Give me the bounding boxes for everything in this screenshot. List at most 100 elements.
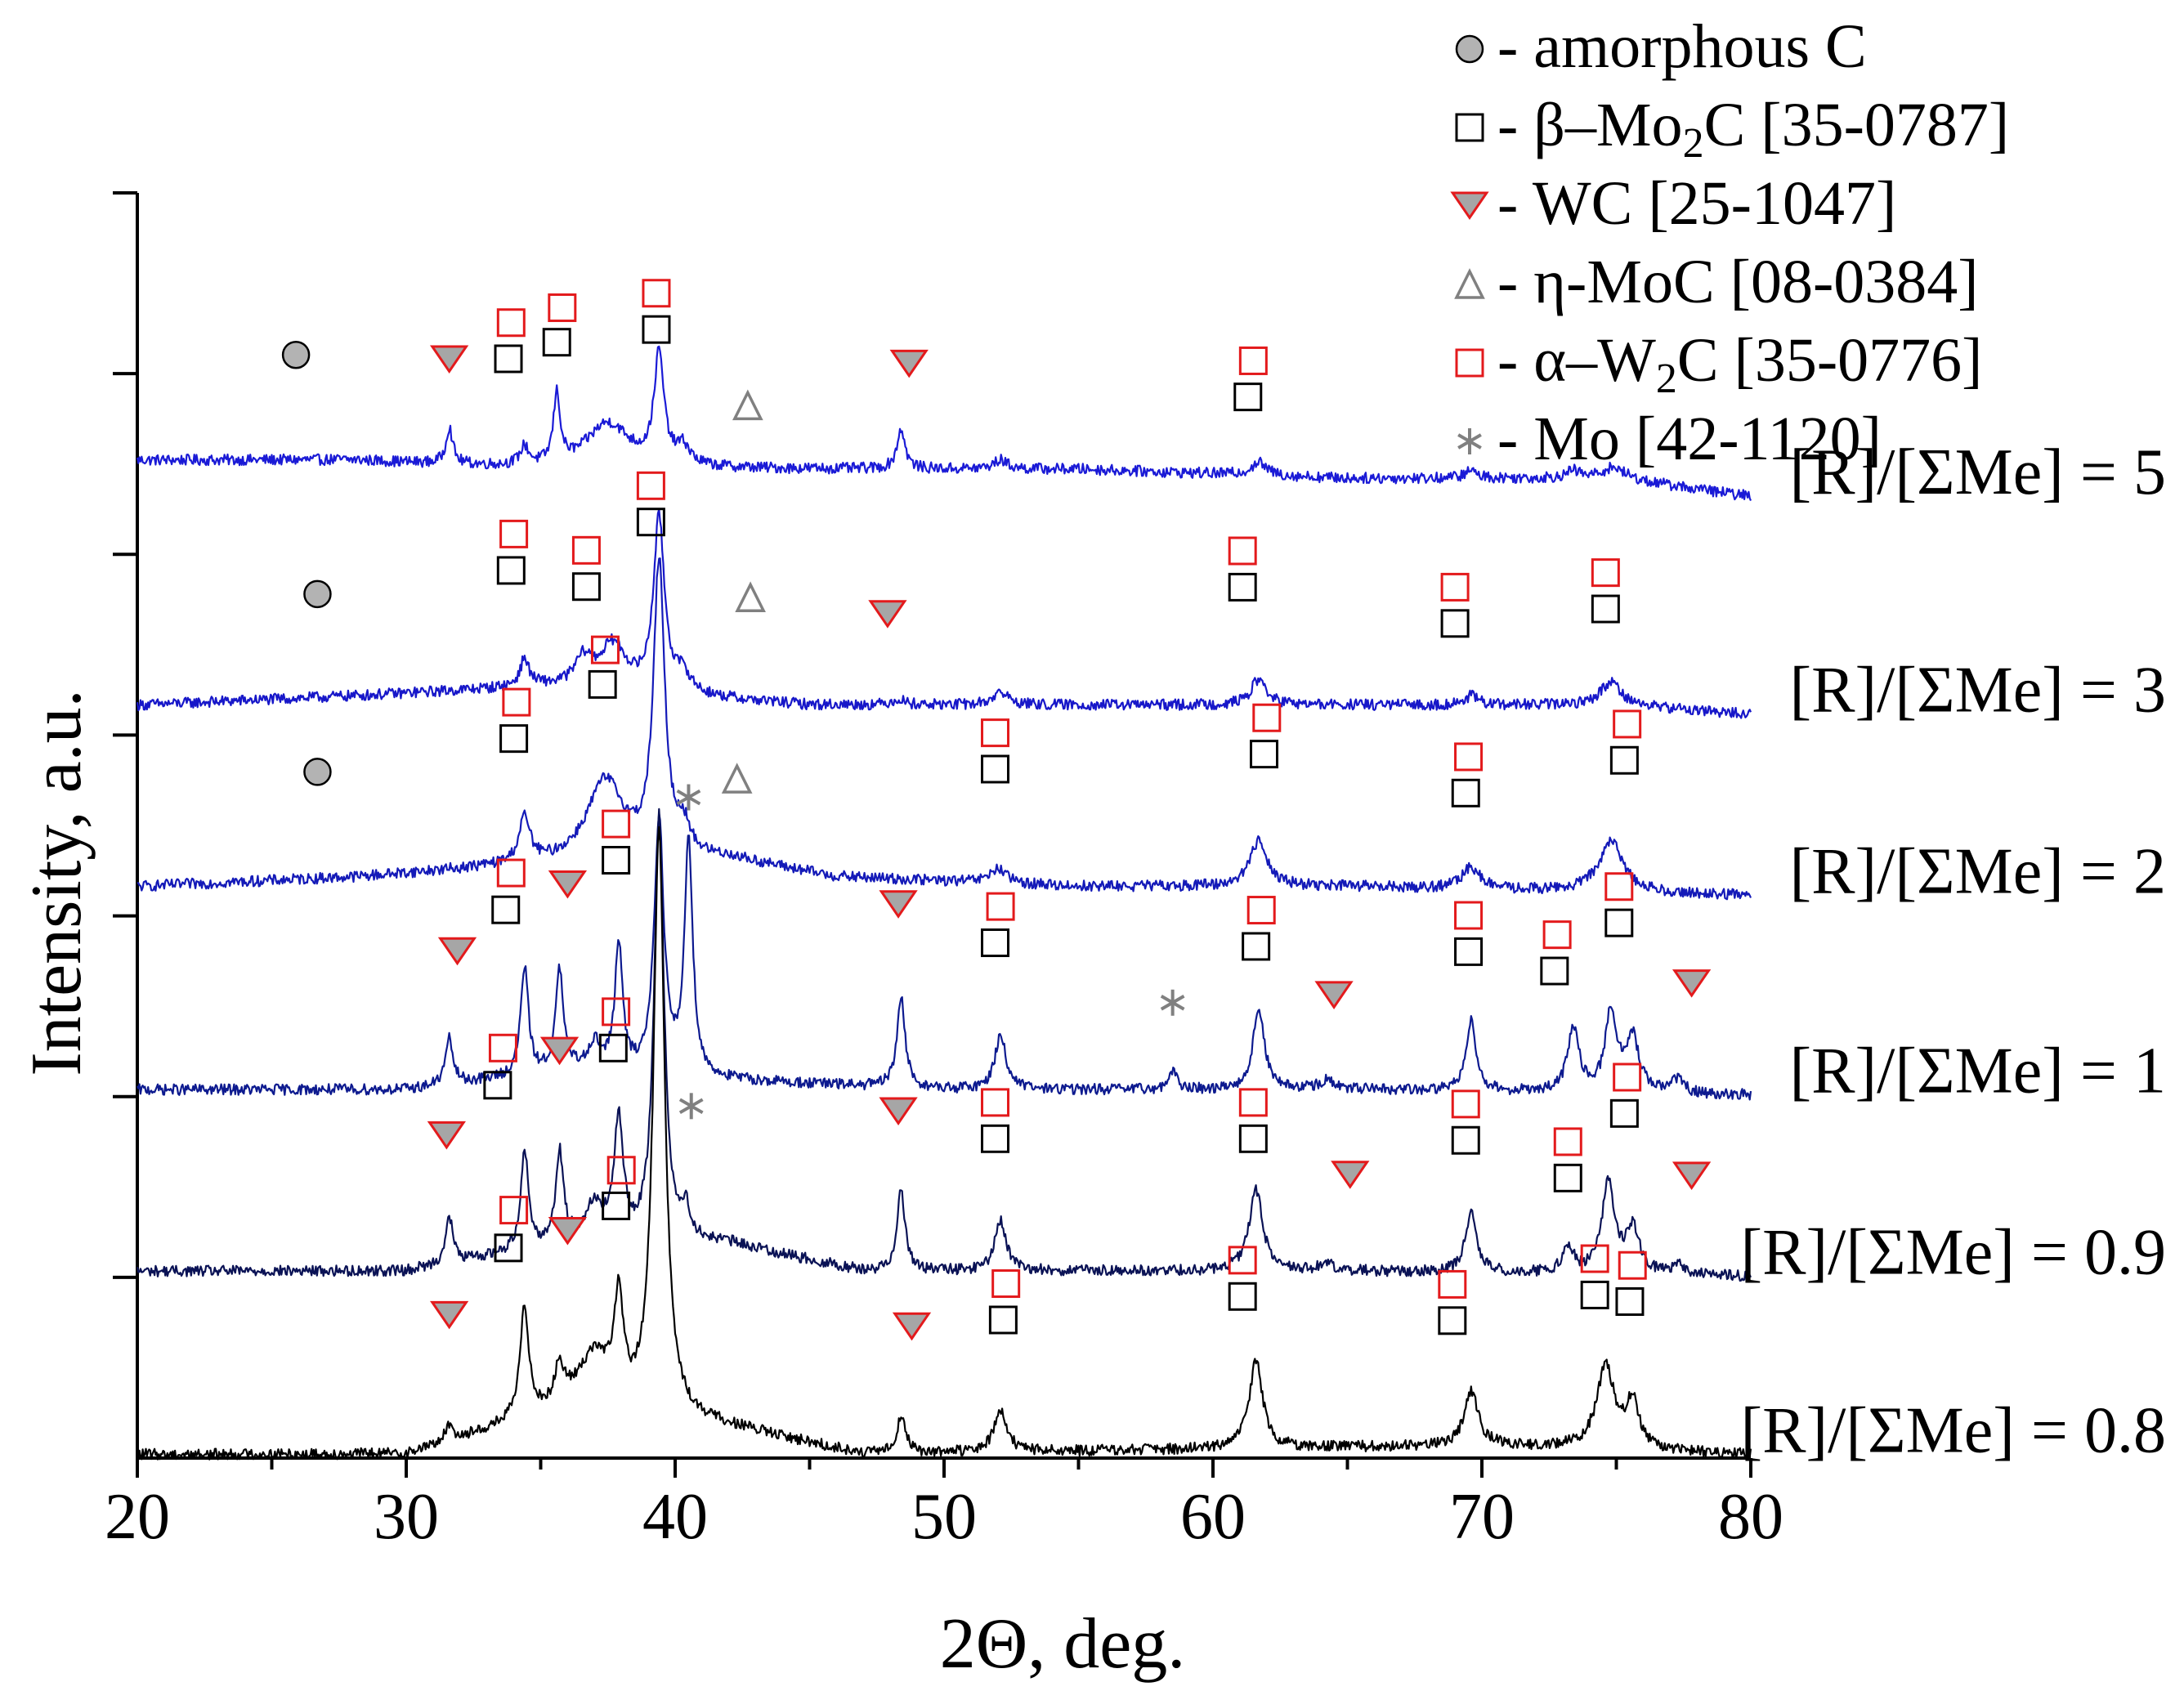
- mo-marker: [676, 784, 701, 811]
- xrd-pattern-line: [136, 812, 1752, 1101]
- alpha-w2c-marker: [499, 1196, 529, 1225]
- peak-annotations: [281, 279, 1712, 1341]
- axes: 20 30 40 50 60 70 80: [105, 191, 1783, 1553]
- eta-moc-marker: [732, 389, 763, 421]
- beta-mo2c-marker: [571, 572, 601, 602]
- alpha-w2c-marker: [1228, 536, 1257, 566]
- beta-mo2c-marker: [1228, 572, 1257, 602]
- alpha-w2c-marker: [590, 635, 620, 664]
- alpha-w2c-marker: [496, 308, 526, 338]
- x-tick-label: 30: [374, 1481, 439, 1553]
- beta-mo2c-marker: [542, 328, 571, 357]
- beta-mo2c-marker: [1553, 1163, 1582, 1192]
- beta-mo2c-marker: [981, 754, 1010, 784]
- legend-entry: - amorphous C: [1455, 12, 1867, 81]
- legend: - amorphous C - β–Mo2C [35-0787]- WC [25-…: [1450, 12, 2009, 473]
- legend-triangle-down-icon: [1450, 191, 1489, 221]
- legend-square-icon: [1455, 113, 1484, 142]
- x-tick-label: 20: [105, 1481, 170, 1553]
- alpha-w2c-marker: [1553, 1127, 1582, 1156]
- alpha-w2c-marker: [1604, 872, 1634, 901]
- wc-marker: [548, 1217, 588, 1246]
- legend-circle-icon: [1455, 34, 1484, 64]
- x-tick-label: 70: [1449, 1481, 1515, 1553]
- alpha-w2c-marker: [496, 858, 526, 888]
- eta-moc-marker: [721, 763, 753, 794]
- wc-marker: [889, 349, 929, 378]
- wc-marker: [429, 1300, 469, 1330]
- alpha-w2c-marker: [502, 687, 531, 717]
- beta-mo2c-marker: [1604, 908, 1634, 937]
- beta-mo2c-marker: [1451, 1125, 1480, 1155]
- alpha-w2c-marker: [548, 293, 577, 323]
- beta-mo2c-marker: [1238, 1124, 1268, 1153]
- beta-mo2c-marker: [602, 846, 631, 875]
- beta-mo2c-marker: [496, 556, 526, 585]
- beta-mo2c-marker: [491, 895, 521, 924]
- mo-marker: [678, 1093, 704, 1120]
- beta-mo2c-marker: [483, 1071, 512, 1100]
- wc-marker: [892, 1312, 932, 1341]
- alpha-w2c-marker: [1438, 1269, 1467, 1299]
- beta-mo2c-marker: [981, 928, 1010, 958]
- wc-marker: [1672, 969, 1712, 998]
- alpha-w2c-marker: [1440, 572, 1470, 602]
- beta-mo2c-marker: [636, 508, 665, 537]
- legend-entry: - β–Mo2C [35-0787]: [1455, 91, 2009, 167]
- beta-mo2c-marker: [1454, 937, 1484, 966]
- x-tick-label: 50: [911, 1481, 977, 1553]
- wc-marker: [548, 870, 588, 899]
- beta-mo2c-marker: [981, 1124, 1010, 1153]
- alpha-w2c-marker: [1238, 346, 1268, 375]
- legend-asterisk-icon: [1457, 428, 1482, 454]
- beta-mo2c-marker: [1609, 1098, 1639, 1128]
- beta-mo2c-marker: [1242, 932, 1271, 961]
- alpha-w2c-marker: [488, 1033, 517, 1062]
- legend-entry: - WC [25-1047]: [1450, 169, 1896, 238]
- series-label: [R]/[ΣMe] = 2: [1790, 836, 2166, 908]
- beta-mo2c-marker: [499, 724, 529, 754]
- beta-mo2c-marker: [1451, 778, 1480, 808]
- beta-mo2c-marker: [494, 1233, 523, 1263]
- legend-label: - η-MoC [08-0384]: [1497, 248, 1979, 316]
- beta-mo2c-marker: [598, 1033, 628, 1062]
- wc-marker: [429, 345, 469, 374]
- xrd-pattern-line: [136, 825, 1752, 1461]
- legend-label: - amorphous C: [1497, 12, 1867, 81]
- amorphous-c-marker: [303, 579, 332, 609]
- beta-mo2c-marker: [1591, 594, 1620, 624]
- beta-mo2c-marker: [1609, 745, 1639, 775]
- x-tick-label: 40: [642, 1481, 708, 1553]
- alpha-w2c-marker: [636, 471, 665, 500]
- beta-mo2c-marker: [1540, 956, 1569, 986]
- beta-mo2c-marker: [1580, 1280, 1609, 1309]
- alpha-w2c-marker: [571, 535, 601, 565]
- wc-marker: [1314, 981, 1354, 1009]
- legend-entry: - α–W2C [35-0776]: [1455, 326, 1982, 402]
- beta-mo2c-marker: [602, 1191, 631, 1220]
- alpha-w2c-marker: [981, 718, 1010, 748]
- wc-marker: [868, 600, 907, 629]
- amorphous-c-marker: [281, 340, 311, 369]
- beta-mo2c-marker: [1233, 382, 1263, 412]
- xrd-pattern-line: [136, 557, 1752, 901]
- legend-label: - Mo [42-1120]: [1497, 405, 1882, 473]
- wc-marker: [437, 937, 477, 966]
- eta-moc-marker: [735, 581, 766, 613]
- alpha-w2c-marker: [642, 279, 671, 308]
- series-label: [R]/[ΣMe] = 1: [1790, 1036, 2166, 1107]
- alpha-w2c-marker: [1454, 901, 1484, 930]
- legend-triangle-up-icon: [1454, 268, 1485, 299]
- x-axis-label: 2Θ, deg.: [940, 1604, 1186, 1684]
- alpha-w2c-marker: [1618, 1250, 1647, 1280]
- alpha-w2c-marker: [1252, 703, 1282, 732]
- y-axis-label: Intensity, a.u.: [17, 689, 96, 1076]
- series-label: [R]/[ΣMe] = 0.9: [1741, 1217, 2166, 1289]
- amorphous-c-marker: [303, 758, 332, 786]
- beta-mo2c-marker: [588, 669, 617, 699]
- legend-label: - β–Mo2C [35-0787]: [1497, 91, 2009, 167]
- legend-entry: - Mo [42-1120]: [1457, 405, 1882, 473]
- wc-marker: [879, 1097, 918, 1126]
- xrd-pattern-line: [136, 345, 1752, 502]
- beta-mo2c-marker: [494, 344, 523, 374]
